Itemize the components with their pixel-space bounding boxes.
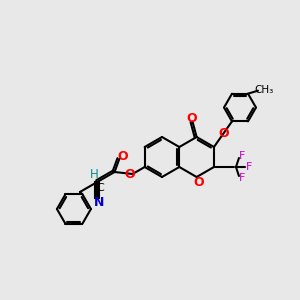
Text: F: F [239,151,245,161]
Text: CH₃: CH₃ [254,85,274,95]
Text: F: F [239,173,245,183]
Text: N: N [94,196,104,208]
Text: O: O [124,169,135,182]
Text: F: F [246,162,252,172]
Text: O: O [193,176,204,188]
Text: C: C [96,183,104,193]
Text: O: O [117,150,128,163]
Text: H: H [90,167,99,181]
Text: O: O [219,127,229,140]
Text: O: O [186,112,197,125]
